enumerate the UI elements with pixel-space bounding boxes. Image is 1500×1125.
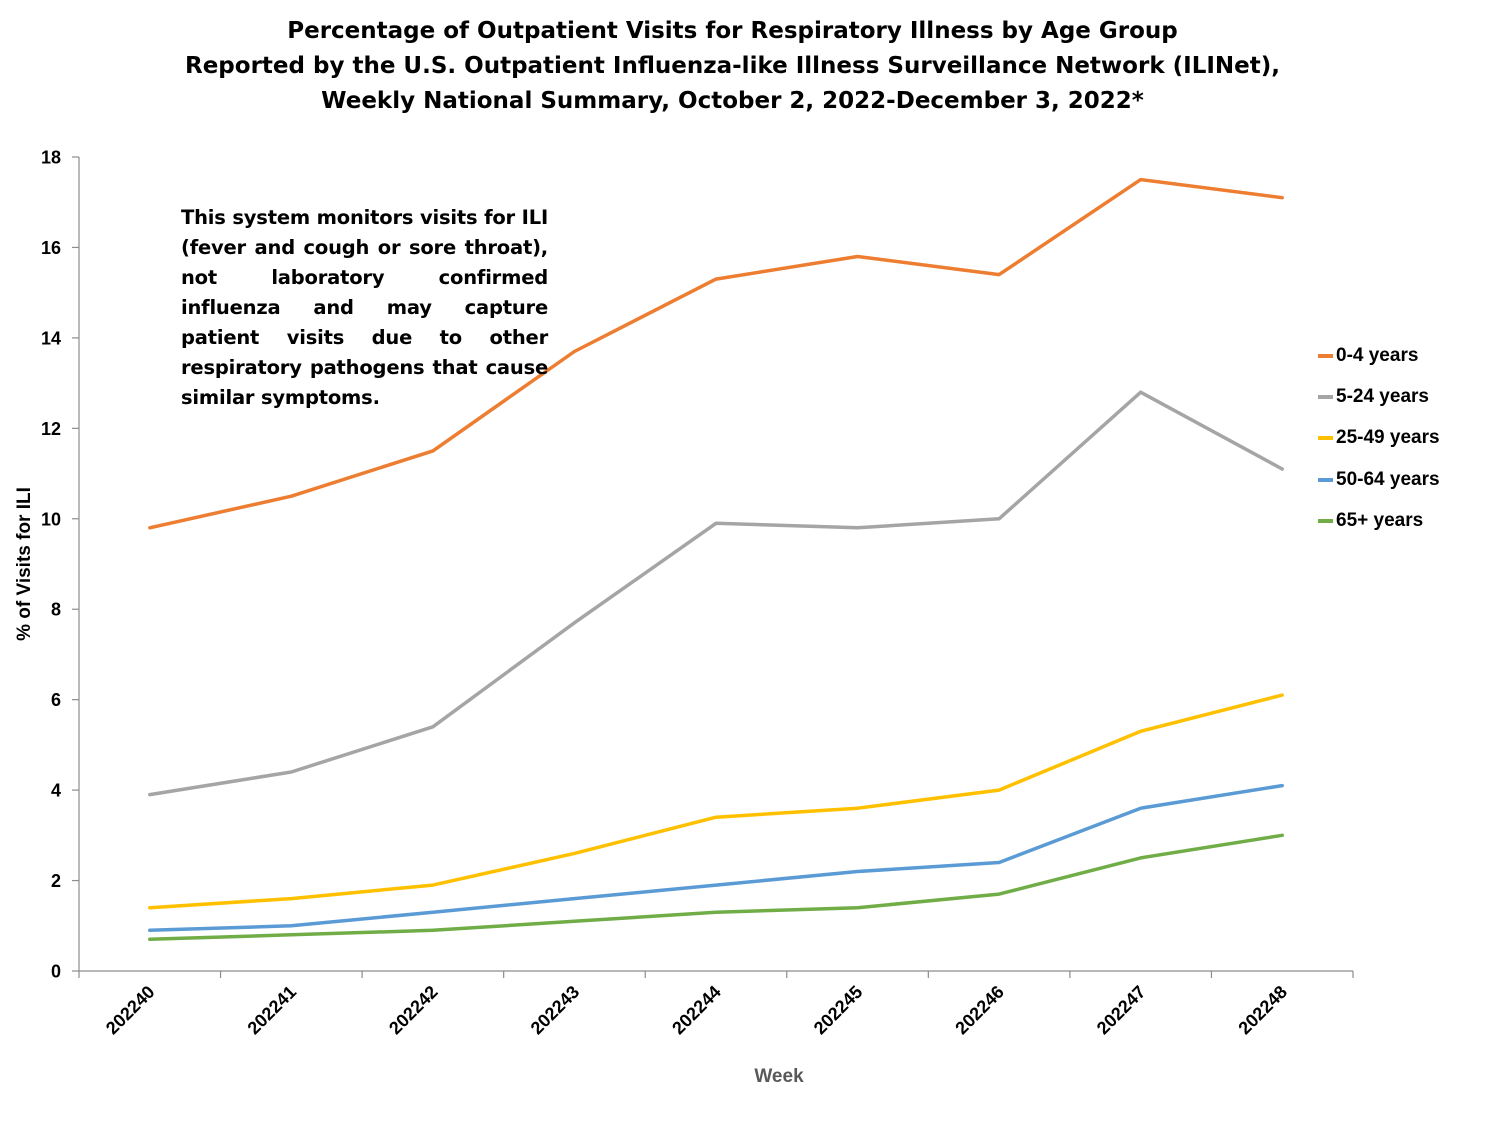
legend-item: 0-4 years [1318, 335, 1440, 376]
chart-title: Percentage of Outpatient Visits for Resp… [0, 14, 1465, 119]
legend-swatch [1318, 518, 1333, 523]
chart-axes [78, 157, 1353, 972]
legend-swatch [1318, 436, 1333, 441]
series-line-3 [148, 783, 1284, 933]
legend-label: 5-24 years [1336, 385, 1429, 407]
x-axis-ticks: 202240 202241 202242 202243 202244 202245 2022… [78, 971, 1354, 1039]
y-tick-label: 10 [41, 509, 61, 529]
x-tick-label: 202244 [668, 982, 725, 1039]
series-line-4 [148, 833, 1284, 942]
x-axis-title: Week [754, 1066, 804, 1087]
y-axis-ticks: 0 2 4 6 8 10 12 14 16 18 [41, 148, 79, 982]
y-tick-label: 18 [41, 148, 61, 168]
x-tick-label: 202242 [385, 982, 442, 1039]
x-tick-label: 202245 [810, 982, 867, 1039]
chart-title-line-2: Reported by the U.S. Outpatient Influenz… [185, 53, 1280, 79]
legend-label: 0-4 years [1336, 344, 1419, 366]
y-tick-label: 12 [41, 419, 61, 439]
y-tick-label: 14 [41, 328, 61, 348]
x-tick-label: 202243 [527, 982, 584, 1039]
legend-label: 25-49 years [1336, 427, 1440, 449]
legend-item: 5-24 years [1318, 376, 1440, 417]
series-line-2 [148, 693, 1284, 910]
x-tick-label: 202246 [951, 982, 1008, 1039]
y-axis-title: % of Visits for ILI [14, 487, 35, 641]
chart-title-line-1: Percentage of Outpatient Visits for Resp… [287, 18, 1178, 44]
y-tick-label: 2 [51, 871, 61, 891]
series-line-1 [148, 390, 1284, 797]
y-tick-label: 8 [51, 600, 61, 620]
x-tick-label: 202241 [244, 982, 301, 1039]
legend-swatch [1318, 394, 1333, 399]
y-tick-label: 6 [51, 690, 61, 710]
legend-swatch [1318, 477, 1333, 482]
x-tick-label: 202247 [1093, 982, 1150, 1039]
legend-swatch [1318, 353, 1333, 358]
legend-item: 65+ years [1318, 500, 1440, 541]
x-tick-label: 202248 [1234, 982, 1291, 1039]
y-tick-label: 4 [51, 781, 61, 801]
y-tick-label: 16 [41, 238, 61, 258]
chart-legend: 0-4 years 5-24 years 25-49 years 50-64 year… [1318, 335, 1440, 541]
series-lines [148, 177, 1284, 942]
x-tick-label: 202240 [102, 982, 159, 1039]
legend-item: 50-64 years [1318, 459, 1440, 500]
series-line-0 [148, 177, 1284, 530]
chart-annotation: This system monitors visits for ILI (fev… [181, 206, 548, 409]
y-tick-label: 0 [51, 962, 61, 982]
legend-label: 65+ years [1336, 509, 1424, 531]
legend-item: 25-49 years [1318, 418, 1440, 459]
legend-label: 50-64 years [1336, 468, 1440, 490]
chart-title-line-3: Weekly National Summary, October 2, 2022… [321, 88, 1144, 114]
